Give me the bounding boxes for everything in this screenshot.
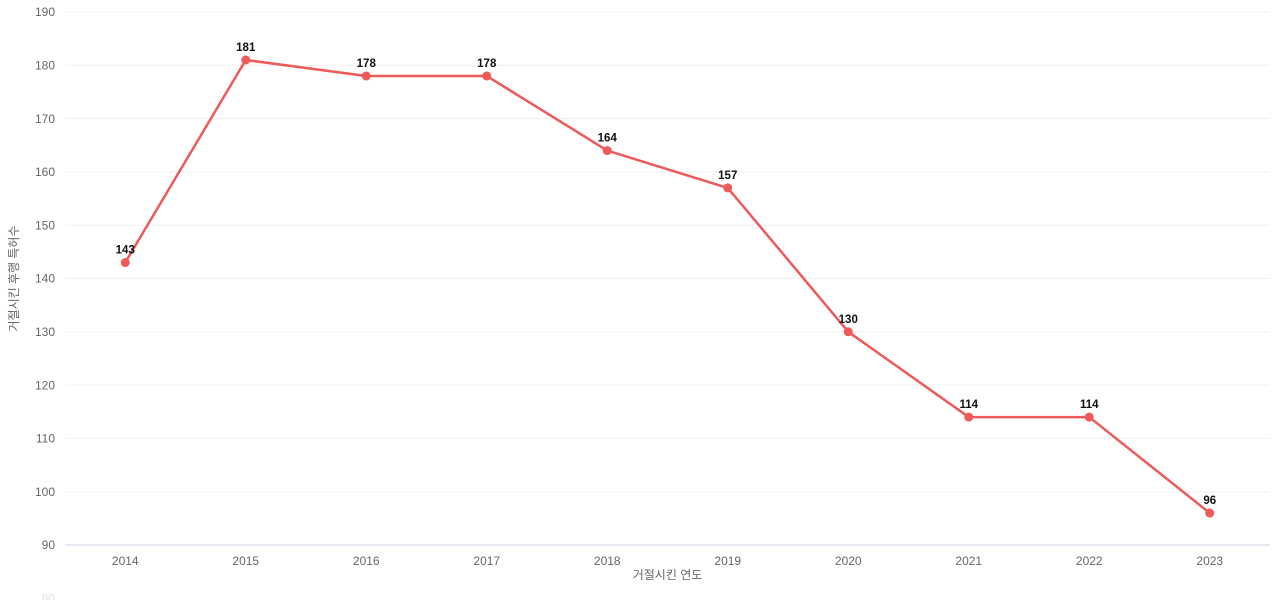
y-axis-title: 거절시킨 후행 특허수	[6, 225, 21, 331]
data-point[interactable]	[602, 146, 612, 156]
x-tick-label: 2016	[353, 554, 380, 568]
data-point-label: 143	[116, 245, 135, 257]
x-tick-label: 2014	[112, 554, 139, 568]
y-tick-label: 140	[35, 272, 55, 286]
data-point-label: 178	[477, 58, 497, 70]
data-point-label: 178	[357, 58, 377, 70]
data-point-label: 96	[1203, 495, 1216, 507]
y-tick-label: 130	[35, 325, 55, 339]
y-tick-label-clipped: 80	[42, 592, 56, 600]
data-point[interactable]	[1205, 508, 1215, 518]
data-point-label: 114	[959, 399, 978, 411]
y-tick-label: 150	[35, 218, 55, 232]
data-point[interactable]	[241, 55, 251, 65]
data-point-label: 181	[236, 42, 256, 54]
x-tick-label: 2019	[714, 554, 741, 568]
series-line	[124, 58, 1211, 515]
x-tick-label: 2023	[1196, 554, 1223, 568]
x-axis-title: 거절시킨 연도	[633, 568, 703, 582]
data-point[interactable]	[964, 412, 974, 422]
x-tick-label: 2018	[594, 554, 621, 568]
y-tick-label: 160	[35, 165, 55, 179]
y-tick-label: 190	[35, 5, 55, 19]
data-point-label: 164	[598, 133, 618, 145]
data-point[interactable]	[482, 71, 492, 81]
data-point[interactable]	[1084, 412, 1094, 422]
data-point-label: 130	[839, 314, 858, 326]
y-tick-label: 110	[36, 432, 55, 446]
data-point-label: 114	[1080, 399, 1099, 411]
y-tick-label: 100	[35, 485, 55, 499]
data-point[interactable]	[723, 183, 733, 193]
y-tick-label: 90	[42, 538, 56, 552]
x-tick-label: 2020	[835, 554, 862, 568]
x-tick-label: 2017	[473, 554, 500, 568]
x-tick-label: 2015	[232, 554, 259, 568]
y-tick-label: 120	[35, 378, 55, 392]
data-point[interactable]	[120, 258, 130, 268]
data-point-label: 157	[718, 170, 737, 182]
y-tick-label: 180	[35, 59, 55, 73]
data-point[interactable]	[361, 71, 371, 81]
x-tick-label: 2022	[1076, 554, 1103, 568]
data-point[interactable]	[843, 327, 853, 337]
y-tick-label: 170	[35, 112, 55, 126]
x-tick-label: 2021	[955, 554, 982, 568]
